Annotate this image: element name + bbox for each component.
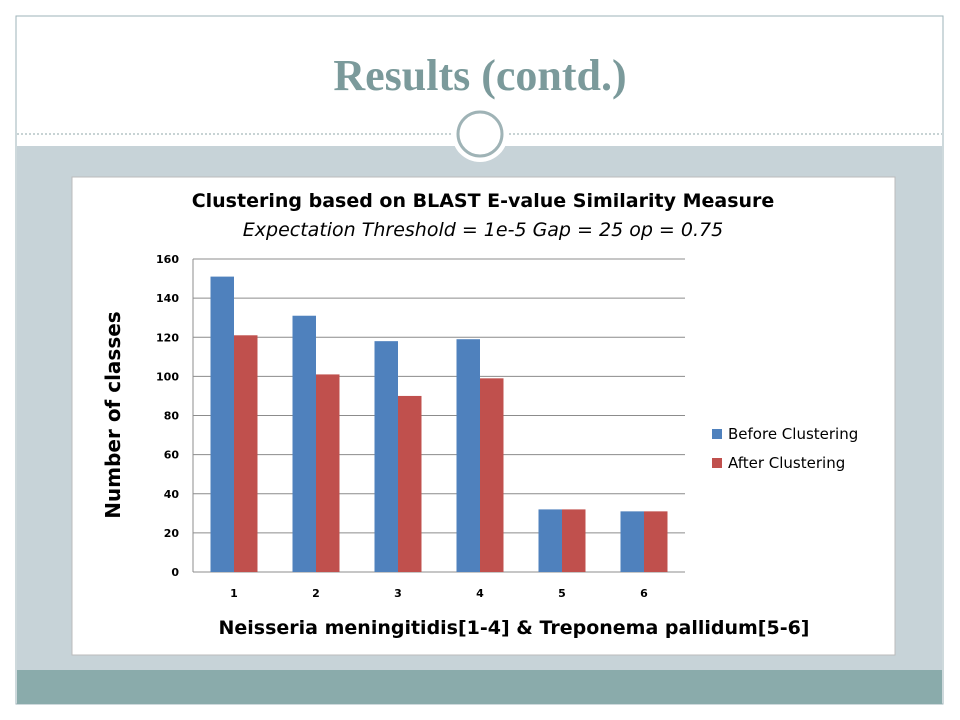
bar: [292, 315, 316, 572]
x-tick-label: 5: [558, 587, 566, 600]
x-tick-label: 6: [640, 587, 648, 600]
y-tick-label: 140: [156, 292, 179, 305]
x-axis-label: Neisseria meningitidis[1-4] & Treponema …: [218, 617, 809, 639]
bar: [374, 341, 398, 572]
x-tick-label: 2: [312, 587, 320, 600]
y-tick-label: 80: [164, 410, 180, 423]
bar: [210, 276, 234, 572]
y-tick-label: 40: [164, 488, 180, 501]
bar: [538, 509, 562, 572]
bar: [398, 395, 422, 572]
x-tick-label: 4: [476, 587, 484, 600]
legend-swatch: [712, 429, 722, 439]
ornament-ring: [456, 110, 504, 158]
y-axis-label: Number of classes: [101, 311, 125, 518]
chart-subtitle: Expectation Threshold = 1e-5 Gap = 25 op…: [243, 219, 723, 241]
y-tick-label: 100: [156, 370, 179, 383]
slide-title: Results (contd.): [333, 51, 626, 100]
legend-swatch: [712, 458, 722, 468]
bar: [234, 335, 258, 572]
footer-band: [17, 670, 942, 704]
legend-label: After Clustering: [728, 454, 845, 472]
bar: [456, 339, 480, 572]
ornament: [452, 106, 508, 162]
y-tick-label: 20: [164, 527, 180, 540]
bar: [644, 511, 668, 572]
bar: [562, 509, 586, 572]
x-tick-label: 1: [230, 587, 238, 600]
y-tick-label: 160: [156, 253, 179, 266]
y-tick-label: 60: [164, 449, 180, 462]
chart-title: Clustering based on BLAST E-value Simila…: [192, 190, 775, 212]
x-tick-label: 3: [394, 587, 402, 600]
bar: [316, 374, 340, 572]
y-tick-label: 120: [156, 331, 179, 344]
bar: [620, 511, 644, 572]
y-tick-label: 0: [171, 566, 179, 579]
bar: [480, 378, 504, 572]
legend-label: Before Clustering: [728, 425, 858, 443]
